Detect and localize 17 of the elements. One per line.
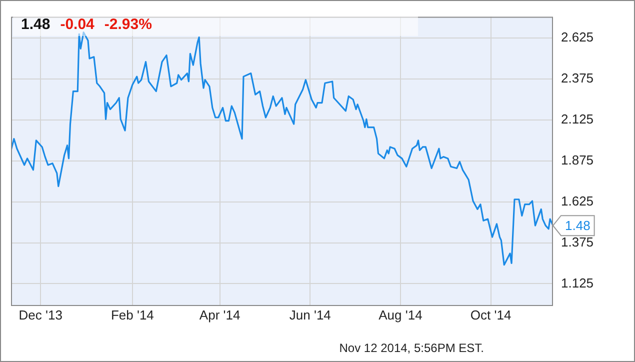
y-tick-label: 1.625: [561, 193, 594, 208]
y-tick-label: 2.125: [561, 112, 594, 127]
y-tick-label: 1.125: [561, 275, 594, 290]
y-tick-label: 2.375: [561, 70, 594, 86]
x-tick-label: Feb '14: [110, 307, 154, 322]
annotation: 1.48: [565, 218, 590, 234]
y-tick-label: 1.375: [561, 234, 594, 250]
chart-title: 1.48: [21, 16, 50, 32]
chart-subtitle: -0.04 -2.93%: [60, 16, 152, 32]
y-tick-label: 2.625: [561, 30, 594, 45]
text: Nov 12 2014, 5:56PM EST.: [339, 341, 484, 355]
x-tick-label: Apr '14: [199, 307, 240, 322]
x-tick-label: Aug '14: [378, 307, 422, 322]
y-tick-label: 1.875: [561, 152, 594, 168]
x-tick-label: Jun '14: [289, 307, 331, 322]
x-tick-label: Dec '13: [18, 307, 62, 322]
x-tick-label: Oct '14: [470, 307, 512, 322]
